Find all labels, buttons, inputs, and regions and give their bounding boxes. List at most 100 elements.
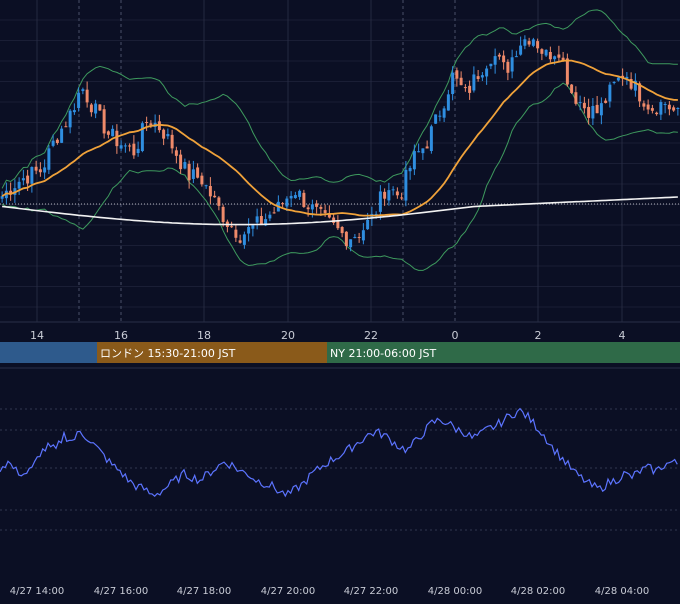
candle-body [463, 87, 467, 89]
candle-body [132, 143, 136, 156]
x-tick-label: 0 [452, 329, 459, 342]
candle-body [170, 134, 174, 149]
candle-body [60, 128, 64, 143]
candle-body [242, 234, 246, 245]
candle-body [574, 92, 578, 104]
candle-body [587, 106, 591, 118]
candle-body [519, 45, 523, 55]
candle-body [38, 169, 42, 173]
candle-body [565, 58, 569, 85]
candle-body [646, 104, 650, 110]
candle-body [26, 175, 30, 184]
oscillator-x-tick-label: 4/27 16:00 [94, 586, 148, 597]
candle-body [672, 107, 676, 111]
candle-body [349, 239, 353, 248]
candle-body [106, 131, 110, 135]
candle-body [196, 167, 200, 178]
candle-body [272, 212, 276, 214]
candle-body [234, 229, 238, 238]
candle-body [247, 226, 251, 234]
candle-body [531, 39, 535, 46]
candle-body [544, 49, 548, 56]
candle-body [238, 240, 242, 243]
oscillator-x-tick-label: 4/27 20:00 [261, 586, 315, 597]
candle-body [293, 195, 297, 199]
candle-body [353, 236, 357, 239]
moving-average-long-line [2, 196, 678, 226]
session-band [327, 342, 680, 363]
candle-body [633, 80, 637, 91]
candle-body [642, 103, 646, 107]
candle-body [204, 185, 208, 187]
candle-body [55, 139, 59, 143]
candle-body [123, 145, 127, 147]
candle-body [570, 84, 574, 93]
candle-body [319, 207, 323, 209]
x-tick-label: 16 [114, 329, 128, 342]
candle-body [200, 175, 204, 185]
candle-body [119, 145, 123, 149]
candle-body [655, 112, 659, 115]
candle-body [604, 100, 608, 103]
candle-body [493, 56, 497, 65]
candle-body [310, 204, 314, 210]
x-tick-label: 22 [364, 329, 378, 342]
candle-body [446, 94, 450, 111]
session-band-label: NY 21:00-06:00 JST [330, 347, 437, 360]
candle-body [323, 210, 327, 213]
candle-body [217, 197, 221, 206]
candle-body [255, 216, 259, 223]
candle-body [336, 221, 340, 229]
moving-averages [1, 59, 678, 226]
candle-body [289, 195, 293, 199]
candle-body [434, 114, 438, 124]
candle-body [89, 104, 93, 113]
candle-body [591, 105, 595, 119]
candle-body [187, 163, 191, 181]
x-tick-label: 20 [281, 329, 295, 342]
candle-body [285, 198, 289, 207]
oscillator-x-tick-label: 4/28 00:00 [428, 586, 482, 597]
candle-body [115, 130, 119, 147]
candle-body [485, 68, 489, 77]
session-bar: ロンドン 15:30-21:00 JST NY 21:00-06:00 JST [0, 342, 680, 363]
main-grid [0, 0, 680, 322]
oscillator-x-tick-label: 4/27 22:00 [344, 586, 398, 597]
candle-body [68, 110, 72, 128]
x-tick-label: 14 [30, 329, 44, 342]
bollinger-bands [1, 9, 678, 271]
candle-body [251, 225, 255, 229]
candle-body [259, 216, 263, 225]
candle-body [476, 76, 480, 79]
candle-body [497, 54, 501, 57]
candle-body [536, 41, 540, 49]
candle-body [400, 197, 404, 199]
candle-body [480, 75, 484, 78]
candle-body [51, 140, 55, 146]
candle-body [412, 151, 416, 170]
candle-body [616, 77, 620, 81]
candle-body [659, 102, 663, 115]
candle-body [166, 134, 170, 137]
candle-body [455, 70, 459, 79]
oscillator-line [0, 407, 678, 498]
candle-body [514, 56, 518, 58]
candle-body [306, 207, 310, 210]
candle-body [30, 167, 34, 184]
x-tick-label: 2 [535, 329, 542, 342]
oscillator-x-tick-label: 4/27 14:00 [10, 586, 64, 597]
candle-body [595, 104, 599, 114]
candle-body [599, 103, 603, 116]
moving-average-short-line [1, 59, 678, 217]
candle-body [404, 169, 408, 201]
candle-body [442, 108, 446, 118]
candle-body [162, 129, 166, 139]
candle-body [34, 166, 38, 171]
candle-body [183, 162, 187, 169]
candle-body [102, 109, 106, 134]
candle-body [327, 213, 331, 218]
candle-body [85, 89, 89, 103]
candle-body [77, 92, 81, 108]
candle-body [64, 126, 68, 128]
